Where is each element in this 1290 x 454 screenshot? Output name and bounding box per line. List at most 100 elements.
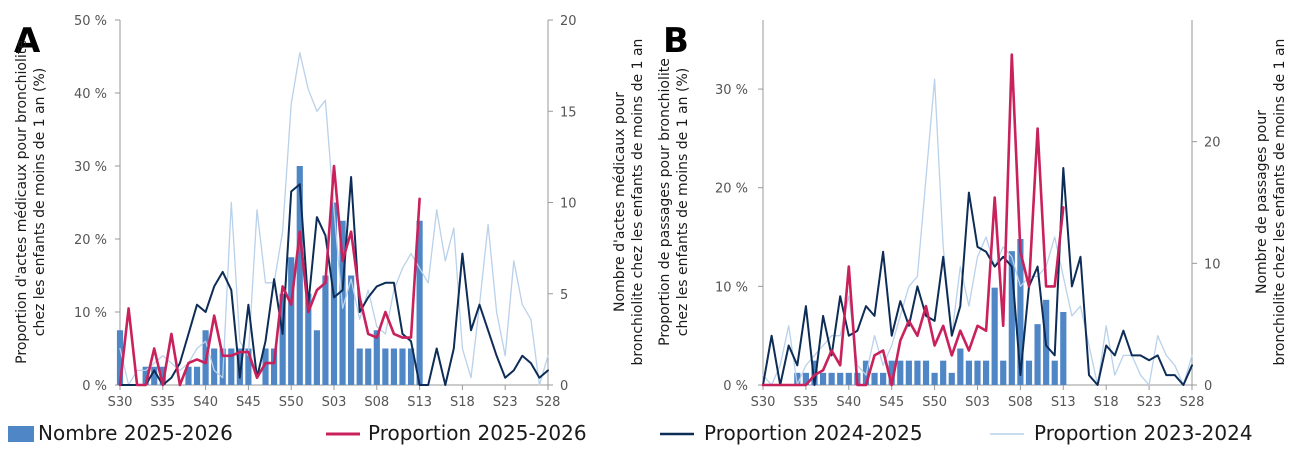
- x-tick-label: S18: [450, 395, 475, 410]
- bar-nombre-2025-2026: [288, 257, 295, 385]
- left-axis-title: Proportion de passages pour bronchiolite: [657, 58, 673, 346]
- x-tick-label: S03: [965, 395, 990, 410]
- right-tick-label: 10: [560, 197, 577, 212]
- bar-nombre-2025-2026: [991, 287, 998, 385]
- x-tick-label: S30: [108, 395, 133, 410]
- bar-nombre-2025-2026: [888, 360, 895, 385]
- bar-nombre-2025-2026: [965, 360, 973, 385]
- left-axis-title: chez les enfants de moins de 1 an (%): [32, 68, 48, 336]
- panel-a-letter: A: [14, 21, 41, 61]
- right-axis-title: Nombre de passages pour: [1254, 110, 1270, 294]
- bar-nombre-2025-2026: [365, 348, 372, 385]
- bar-nombre-2025-2026: [828, 372, 835, 385]
- x-tick-label: S40: [193, 395, 218, 410]
- line-proportion-2024-2025: [119, 176, 549, 386]
- bar-nombre-2025-2026: [296, 166, 303, 385]
- bar-nombre-2025-2026: [940, 360, 947, 385]
- x-tick-label: S45: [236, 395, 261, 410]
- right-tick-label: 15: [560, 105, 577, 120]
- bar-nombre-2025-2026: [871, 372, 878, 385]
- bar-nombre-2025-2026: [914, 360, 921, 385]
- panel-b-letter: B: [663, 21, 689, 61]
- left-tick-label: 50 %: [74, 14, 107, 29]
- line-proportion-2025-2026: [118, 164, 421, 387]
- legend: Nombre 2025-2026 Proportion 2025-2026 Prop…: [8, 421, 1253, 445]
- bar-nombre-2025-2026: [957, 348, 964, 385]
- x-tick-label: S50: [922, 395, 947, 410]
- bar-nombre-2025-2026: [313, 330, 320, 385]
- legend-label: Nombre 2025-2026: [38, 421, 233, 445]
- x-tick-label: S23: [493, 395, 518, 410]
- bar-nombre-2025-2026: [399, 348, 406, 385]
- bar-nombre-2025-2026: [382, 348, 389, 385]
- x-tick-label: S13: [1051, 395, 1076, 410]
- bar-nombre-2025-2026: [228, 348, 235, 385]
- bar-nombre-2025-2026: [142, 366, 149, 385]
- x-tick-label: S18: [1094, 395, 1119, 410]
- x-tick-label: S35: [150, 395, 175, 410]
- right-tick-label: 5: [560, 288, 568, 303]
- bar-nombre-2025-2026: [1025, 360, 1033, 385]
- right-axis-title: bronchiolite chez les enfants de moins d…: [1272, 39, 1288, 366]
- bar-nombre-2025-2026: [356, 348, 363, 385]
- left-tick-label: 10 %: [74, 306, 107, 321]
- x-tick-label: S13: [407, 395, 432, 410]
- left-tick-label: 30 %: [74, 160, 107, 175]
- legend-swatch-nombre-2025-2026: [8, 426, 34, 442]
- x-tick-label: S45: [879, 395, 904, 410]
- bar-nombre-2025-2026: [211, 348, 218, 385]
- bar-nombre-2025-2026: [185, 366, 192, 385]
- line-proportion-2024-2025: [762, 167, 1193, 386]
- bar-nombre-2025-2026: [416, 220, 423, 385]
- bar-nombre-2025-2026: [794, 372, 801, 385]
- bar-nombre-2025-2026: [373, 330, 380, 385]
- x-tick-label: S03: [322, 395, 347, 410]
- right-tick-label: 20: [1204, 136, 1221, 151]
- bar-nombre-2025-2026: [811, 360, 818, 385]
- left-tick-label: 0 %: [82, 379, 107, 394]
- bar-nombre-2025-2026: [982, 360, 990, 385]
- right-tick-label: 0: [560, 379, 568, 394]
- right-tick-label: 0: [1204, 379, 1212, 394]
- legend-label: Proportion 2024-2025: [704, 421, 923, 445]
- line-proportion-2025-2026: [761, 53, 1065, 387]
- right-axis-title: bronchiolite chez les enfants de moins d…: [630, 39, 646, 366]
- x-tick-label: S28: [536, 395, 561, 410]
- bar-nombre-2025-2026: [905, 360, 912, 385]
- bar-nombre-2025-2026: [390, 348, 398, 385]
- x-tick-label: S08: [1008, 395, 1033, 410]
- bar-nombre-2025-2026: [897, 360, 904, 385]
- bar-nombre-2025-2026: [348, 275, 355, 385]
- bar-nombre-2025-2026: [245, 348, 252, 385]
- legend-label: Proportion 2025-2026: [368, 421, 587, 445]
- bar-nombre-2025-2026: [1051, 360, 1058, 385]
- x-tick-label: S40: [836, 395, 861, 410]
- bar-nombre-2025-2026: [305, 293, 312, 385]
- bar-nombre-2025-2026: [322, 275, 329, 385]
- bar-nombre-2025-2026: [1034, 324, 1041, 385]
- right-tick-label: 10: [1204, 257, 1221, 272]
- left-tick-label: 20 %: [715, 182, 748, 197]
- bar-nombre-2025-2026: [948, 372, 955, 385]
- bar-nombre-2025-2026: [151, 366, 158, 385]
- bar-nombre-2025-2026: [1060, 312, 1067, 385]
- x-tick-label: S50: [279, 395, 304, 410]
- bar-nombre-2025-2026: [193, 366, 201, 385]
- x-tick-label: S30: [751, 395, 776, 410]
- bar-nombre-2025-2026: [974, 360, 981, 385]
- bar-nombre-2025-2026: [845, 372, 852, 385]
- bar-nombre-2025-2026: [262, 348, 269, 385]
- line-proportion-2023-2024: [119, 52, 549, 386]
- right-axis-title: Nombre d'actes médicaux pour: [612, 92, 628, 312]
- right-tick-label: 20: [560, 14, 577, 29]
- bar-nombre-2025-2026: [1008, 251, 1015, 385]
- bar-nombre-2025-2026: [407, 348, 415, 385]
- bar-nombre-2025-2026: [159, 366, 166, 385]
- bar-nombre-2025-2026: [819, 372, 827, 385]
- bar-nombre-2025-2026: [931, 372, 938, 385]
- bar-nombre-2025-2026: [236, 348, 243, 385]
- bar-nombre-2025-2026: [880, 372, 887, 385]
- left-axis-title: chez les enfants de moins de 1 an (%): [675, 68, 691, 336]
